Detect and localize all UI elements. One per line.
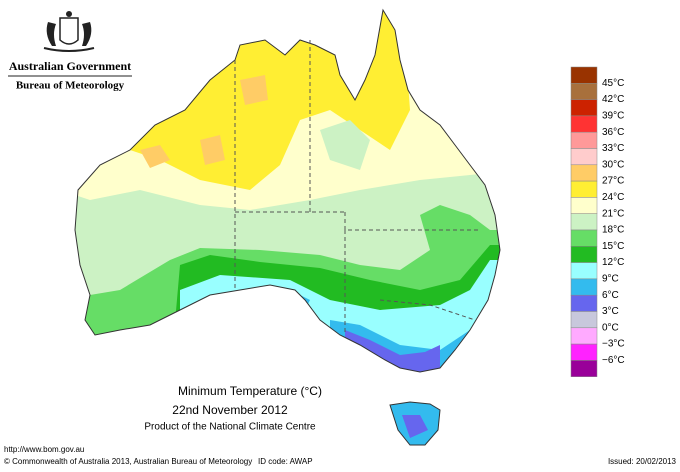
legend-swatch [570,115,598,133]
legend: 45°C 42°C 39°C 36°C 33°C 30°C 27°C 24°C 21°C 18°C… [570,66,625,377]
map-title: Minimum Temperature (°C) [178,384,322,398]
legend-label: 42°C [602,94,624,105]
legend-swatch [570,197,598,214]
legend-label: 33°C [602,143,624,154]
legend-swatch [570,180,598,198]
footer-id-code: ID code: AWAP [258,457,313,466]
bureau-name: Bureau of Meteorology [16,80,125,92]
coat-of-arms [43,11,95,52]
legend-swatch [570,311,598,329]
legend-label: 24°C [602,192,624,203]
legend-swatch [570,148,598,166]
legend-swatch [570,66,598,84]
legend-swatch [570,164,598,182]
legend-swatch [570,246,598,263]
footer-url: http://www.bom.gov.au [4,445,84,454]
map-date: 22nd November 2012 [172,403,288,417]
legend-swatch [570,83,598,100]
legend-swatch [570,327,598,345]
legend-label: 9°C [602,274,619,285]
legend-label: 39°C [602,111,624,122]
map-credit: Product of the National Climate Centre [144,422,316,433]
tasmania [389,401,441,446]
legend-swatch [570,278,598,296]
state-borders [234,40,480,335]
legend-swatch [570,343,598,361]
legend-swatch [570,294,598,312]
legend-swatch [570,131,598,149]
legend-swatch [570,99,598,117]
legend-label: −6°C [602,355,625,366]
legend-label: 45°C [602,78,624,89]
legend-label: 21°C [602,208,624,219]
temperature-map [75,10,500,372]
legend-label: 36°C [602,127,624,138]
legend-label: 3°C [602,306,619,317]
legend-label: 12°C [602,257,624,268]
legend-label: 0°C [602,322,619,333]
legend-label: 15°C [602,241,624,252]
legend-label: 27°C [602,176,624,187]
footer-copyright: © Commonwealth of Australia 2013, Austra… [4,457,252,466]
legend-label: 30°C [602,159,624,170]
legend-label: 6°C [602,290,619,301]
legend-swatch [570,360,598,377]
legend-label: 18°C [602,225,624,236]
legend-swatch [570,262,598,280]
government-name: Australian Government [9,59,131,73]
legend-swatch [570,213,598,231]
legend-label: −3°C [602,339,625,350]
legend-swatch [570,229,598,247]
footer-issued: Issued: 20/02/2013 [608,457,677,466]
